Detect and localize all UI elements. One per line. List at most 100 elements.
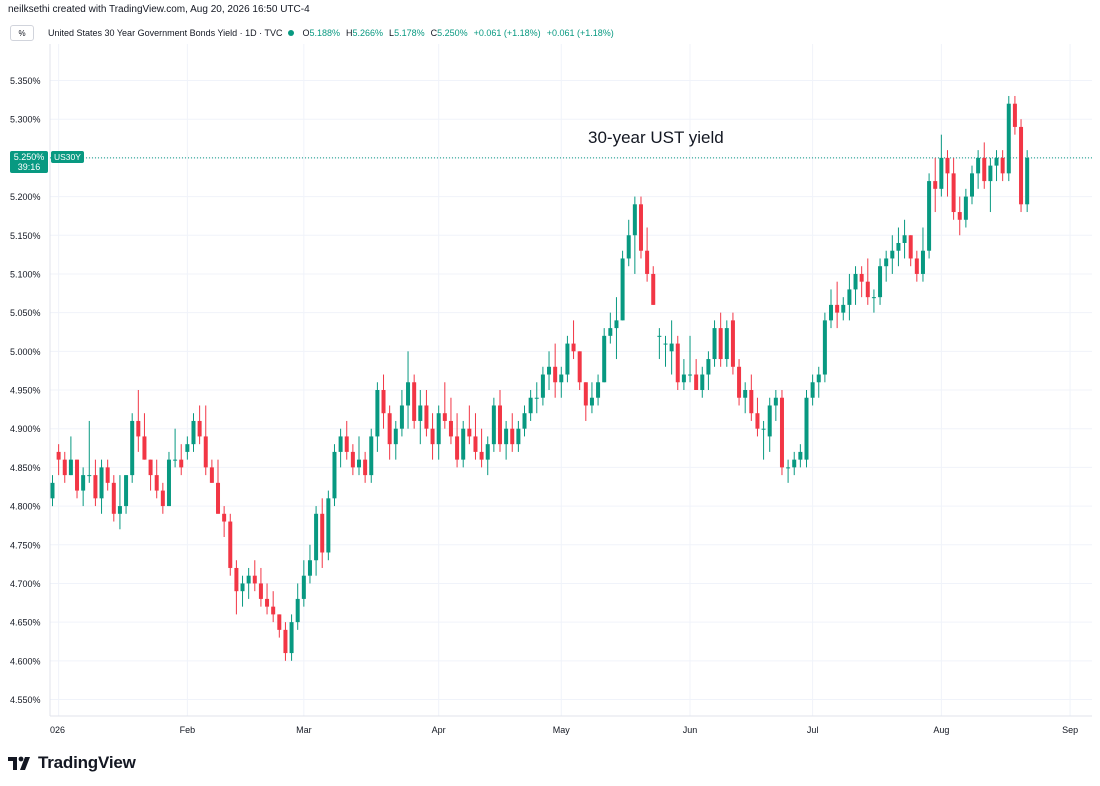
candle-body	[743, 390, 748, 398]
x-tick-label: May	[553, 725, 571, 735]
y-tick-label: 4.850%	[10, 463, 41, 473]
candle-body	[651, 273, 656, 305]
candle-down	[497, 390, 502, 452]
candle-body	[148, 459, 153, 476]
candle-body	[657, 335, 662, 337]
candle-up	[988, 157, 993, 213]
candle-body	[712, 328, 717, 360]
candle-body	[455, 436, 460, 460]
candle-down	[473, 413, 478, 460]
candle-body	[559, 374, 564, 383]
candle-body	[767, 405, 772, 437]
y-tick-label: 4.700%	[10, 579, 41, 589]
candle-up	[596, 374, 601, 406]
candle-down	[448, 397, 453, 445]
candle-up	[399, 390, 404, 437]
candle-body	[93, 475, 98, 499]
candle-body	[951, 173, 956, 213]
candle-body	[473, 436, 478, 452]
candle-down	[442, 382, 447, 429]
candle-body	[406, 382, 411, 406]
candle-body	[896, 242, 901, 251]
symbol-description[interactable]: United States 30 Year Government Bonds Y…	[48, 28, 283, 38]
candle-body	[467, 428, 472, 437]
candle-body	[363, 459, 368, 476]
candle-down	[835, 281, 840, 329]
candle-up	[878, 258, 883, 305]
candle-up	[970, 165, 974, 205]
candle-up	[68, 436, 73, 476]
candle-down	[283, 622, 288, 661]
candle-body	[271, 606, 276, 615]
candle-down	[467, 405, 472, 445]
change-value: +0.061 (+1.18%)	[473, 28, 541, 38]
candle-up	[688, 335, 693, 383]
candle-body	[976, 157, 981, 174]
candle-body	[289, 622, 294, 654]
unit-toggle-button[interactable]: %	[10, 25, 34, 41]
candle-body	[914, 258, 919, 274]
candle-down	[56, 444, 61, 476]
candle-up	[461, 420, 466, 468]
candle-up	[240, 575, 245, 607]
candle-up	[338, 428, 343, 468]
candle-body	[124, 475, 129, 507]
candle-body	[479, 451, 484, 460]
candle-body	[314, 513, 319, 561]
tradingview-logo-icon	[8, 756, 30, 770]
candle-body	[810, 382, 815, 398]
candle-body	[154, 475, 159, 491]
candle-body	[412, 382, 417, 421]
candle-body	[234, 567, 239, 592]
candle-down	[583, 382, 588, 421]
x-tick-label: Jun	[683, 725, 698, 735]
change-value-secondary: +0.061 (+1.18%)	[546, 28, 614, 38]
candle-body	[988, 165, 993, 182]
candle-down	[363, 451, 368, 483]
candle-up	[816, 366, 821, 398]
candle-body	[565, 343, 570, 375]
candle-body	[945, 157, 950, 174]
candle-body	[792, 459, 797, 468]
brand: TradingView	[8, 753, 136, 773]
candle-up	[540, 366, 545, 406]
candle-down	[136, 390, 141, 452]
open-value: 5.188%	[309, 28, 341, 38]
candles	[50, 95, 1030, 661]
candle-body	[357, 459, 361, 468]
candle-up	[939, 134, 944, 197]
candle-up	[485, 436, 490, 476]
x-axis: 026 Feb Mar Apr May Jun Jul Aug Sep	[50, 725, 1078, 735]
bar-countdown: 39:16	[17, 162, 41, 172]
candle-body	[632, 204, 637, 236]
candle-body	[706, 359, 711, 375]
candle-up	[589, 382, 594, 414]
candle-up	[375, 382, 380, 452]
candle-body	[614, 320, 619, 329]
candle-up	[620, 250, 625, 321]
candle-body	[461, 428, 466, 460]
y-axis: 4.550% 4.600% 4.650% 4.700% 4.750% 4.800% 4.85…	[10, 76, 41, 705]
candle-body	[583, 382, 588, 406]
candle-body	[571, 343, 576, 352]
candle-up	[700, 366, 705, 398]
candle-down	[160, 482, 165, 514]
candle-body	[528, 397, 533, 414]
candle-body	[99, 467, 104, 499]
candle-body	[111, 482, 116, 514]
candle-down	[859, 266, 864, 298]
candle-down	[344, 420, 349, 460]
candle-body	[724, 328, 729, 360]
candle-up	[314, 506, 319, 576]
candle-up	[436, 405, 441, 460]
candle-body	[853, 273, 858, 290]
candle-body	[381, 390, 386, 414]
candle-up	[301, 560, 306, 607]
candle-down	[957, 196, 962, 236]
candle-body	[908, 235, 913, 259]
close-label: C	[430, 28, 438, 38]
candle-body	[902, 235, 907, 243]
candle-down	[252, 560, 257, 592]
candle-body	[130, 420, 135, 476]
